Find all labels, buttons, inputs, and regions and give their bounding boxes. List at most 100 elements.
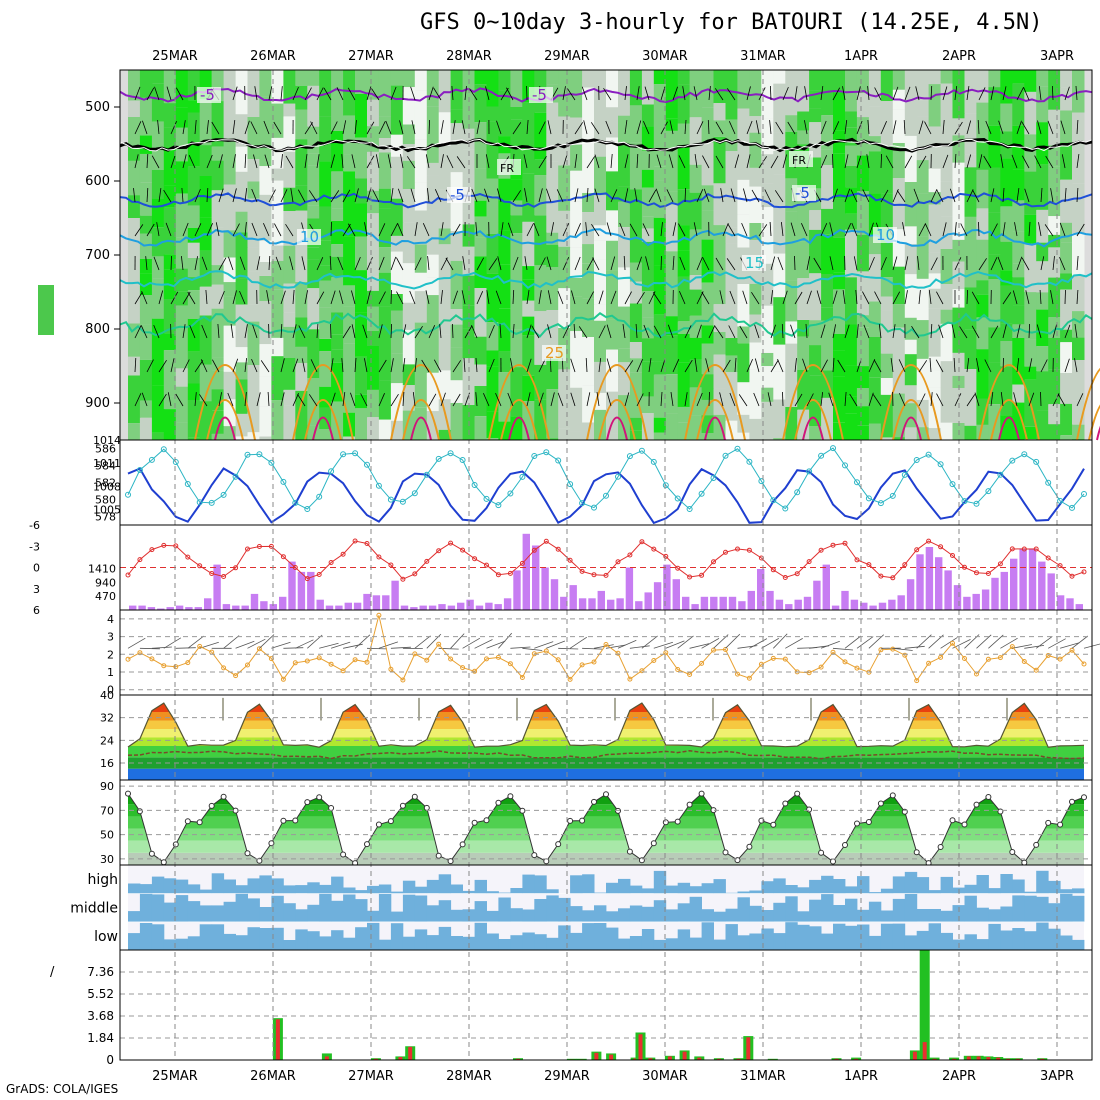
cloud-cell bbox=[868, 935, 882, 950]
rh-cell bbox=[367, 331, 380, 346]
rh-cell bbox=[163, 147, 177, 186]
precip-convective-bar bbox=[324, 1056, 329, 1060]
rh-cell bbox=[151, 70, 165, 84]
slp-line-point bbox=[770, 497, 777, 504]
wind-barb bbox=[256, 256, 261, 271]
rh-cell bbox=[235, 278, 249, 305]
rh-point bbox=[1081, 794, 1087, 801]
rh-cell bbox=[498, 351, 511, 373]
rh-cell bbox=[199, 315, 213, 365]
top-date-label: 30MAR bbox=[642, 49, 688, 64]
rh-cell bbox=[606, 240, 619, 271]
wind-barb bbox=[722, 222, 729, 237]
wind-barb bbox=[770, 256, 776, 271]
slp-line-point bbox=[925, 451, 932, 458]
rh-tick-label: 70 bbox=[100, 804, 114, 817]
rh-cell bbox=[1036, 122, 1049, 165]
rh-cell bbox=[725, 372, 738, 421]
wind-barb bbox=[850, 189, 858, 203]
wind-barb bbox=[285, 155, 294, 169]
cloud-cell bbox=[797, 924, 810, 950]
wind-barb bbox=[292, 393, 299, 407]
rh-cell bbox=[367, 238, 380, 277]
rh-cell bbox=[474, 416, 487, 440]
wind-barb bbox=[758, 224, 768, 237]
rh-cell bbox=[1012, 305, 1025, 325]
rh-cell bbox=[940, 361, 954, 401]
rh-cell bbox=[271, 210, 284, 246]
wind-barb bbox=[546, 188, 552, 203]
lifted-index-point bbox=[1081, 569, 1087, 575]
cloud-cell bbox=[582, 910, 595, 922]
rh-cell bbox=[151, 198, 165, 228]
rh-cell bbox=[665, 191, 679, 205]
cloud-cell bbox=[749, 905, 762, 922]
rh-cell bbox=[235, 232, 249, 279]
cape-bar bbox=[129, 605, 137, 610]
rh-cell bbox=[904, 70, 918, 115]
rh-cell bbox=[641, 126, 655, 151]
slp-line-point bbox=[674, 495, 681, 502]
cloud-cell bbox=[498, 892, 511, 894]
rh-cell bbox=[271, 137, 284, 169]
cape-bar bbox=[878, 602, 887, 610]
wind-barb bbox=[557, 290, 564, 305]
rh-cell bbox=[749, 132, 762, 168]
cape-bar bbox=[766, 590, 774, 610]
wind-barb bbox=[342, 392, 346, 407]
cloud-cell bbox=[271, 878, 284, 894]
wind-barb bbox=[953, 357, 956, 373]
lifted-index-point bbox=[997, 561, 1003, 567]
wind-barb bbox=[199, 394, 208, 407]
wind-barb bbox=[715, 155, 724, 169]
wind-barb bbox=[684, 119, 687, 135]
wind-barb bbox=[506, 87, 514, 101]
rh-point bbox=[865, 819, 872, 825]
wind-barb bbox=[949, 188, 956, 203]
precip-convective-bar bbox=[682, 1051, 687, 1060]
rh-point bbox=[913, 849, 920, 856]
rh-cell bbox=[940, 204, 954, 217]
wind-barb bbox=[742, 290, 748, 305]
rh-cell bbox=[163, 333, 177, 351]
surface-wind-barb bbox=[677, 635, 694, 649]
rh-cell bbox=[880, 437, 894, 440]
top-date-label: 26MAR bbox=[250, 49, 296, 64]
lifted-index-point bbox=[854, 557, 860, 563]
rh-cell bbox=[1024, 70, 1037, 92]
cloud-cell bbox=[1012, 928, 1025, 950]
surface-wind-barb bbox=[450, 633, 465, 649]
wind-barb bbox=[263, 223, 270, 237]
lifted-index-point bbox=[376, 554, 382, 560]
wind-barb bbox=[378, 359, 387, 373]
rh-cell bbox=[737, 302, 750, 327]
wind-barb bbox=[485, 86, 490, 101]
rh-cell bbox=[773, 399, 786, 439]
wind-barb bbox=[211, 121, 220, 135]
surface-wind-barb bbox=[498, 632, 513, 649]
slp-line-point bbox=[1033, 458, 1040, 465]
surface-wind-barb bbox=[390, 646, 411, 649]
wind-barb bbox=[1074, 324, 1078, 339]
rh-tick-label: 90 bbox=[100, 780, 114, 793]
rh-cell bbox=[1036, 209, 1049, 243]
wind-barb bbox=[781, 222, 784, 237]
rh-cell bbox=[367, 213, 380, 239]
wind-barb bbox=[619, 222, 626, 237]
rh-cell bbox=[1012, 231, 1025, 264]
rh-cell bbox=[856, 406, 870, 426]
cape-bar bbox=[672, 579, 680, 610]
rh-cell bbox=[833, 92, 846, 131]
wind-speed-point bbox=[340, 668, 346, 674]
cloud-cell bbox=[175, 938, 189, 950]
wind-barb bbox=[918, 223, 926, 237]
wind-barb bbox=[694, 154, 698, 169]
slp-line-point bbox=[1057, 497, 1064, 504]
wind-barb bbox=[767, 392, 772, 407]
rh-cell bbox=[1048, 317, 1061, 338]
wind-barb bbox=[146, 359, 154, 373]
rh-cell bbox=[952, 352, 965, 376]
cloud-cell bbox=[522, 909, 535, 922]
wind-barb bbox=[990, 392, 994, 407]
surface-wind-barb bbox=[785, 638, 803, 649]
